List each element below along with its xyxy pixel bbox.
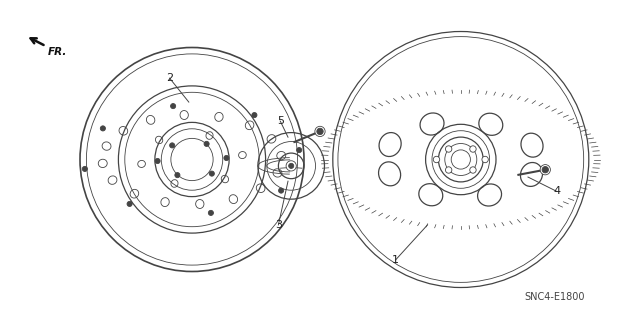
Circle shape — [170, 104, 175, 109]
Circle shape — [470, 146, 476, 152]
Circle shape — [175, 173, 180, 178]
Text: FR.: FR. — [48, 47, 67, 57]
Circle shape — [224, 155, 229, 160]
Circle shape — [433, 156, 440, 163]
Circle shape — [209, 210, 214, 215]
Text: SNC4-E1800: SNC4-E1800 — [525, 292, 586, 302]
Circle shape — [170, 143, 175, 148]
Circle shape — [482, 156, 488, 163]
Text: 3: 3 — [275, 220, 282, 230]
Circle shape — [278, 188, 284, 193]
Circle shape — [155, 159, 160, 164]
Text: 4: 4 — [553, 186, 561, 197]
Circle shape — [542, 167, 548, 173]
Circle shape — [289, 163, 294, 168]
Circle shape — [204, 141, 209, 146]
Text: 1: 1 — [392, 255, 399, 265]
Circle shape — [445, 146, 452, 152]
Circle shape — [83, 166, 88, 172]
Circle shape — [252, 113, 257, 118]
Circle shape — [445, 167, 452, 173]
Circle shape — [315, 126, 325, 137]
Circle shape — [209, 171, 214, 176]
Circle shape — [286, 161, 296, 171]
Circle shape — [100, 126, 106, 131]
Circle shape — [317, 128, 323, 135]
Circle shape — [470, 167, 476, 173]
Text: 2: 2 — [166, 73, 173, 83]
Text: 5: 5 — [277, 116, 284, 126]
Circle shape — [296, 147, 301, 153]
Circle shape — [127, 201, 132, 206]
Circle shape — [540, 165, 550, 175]
